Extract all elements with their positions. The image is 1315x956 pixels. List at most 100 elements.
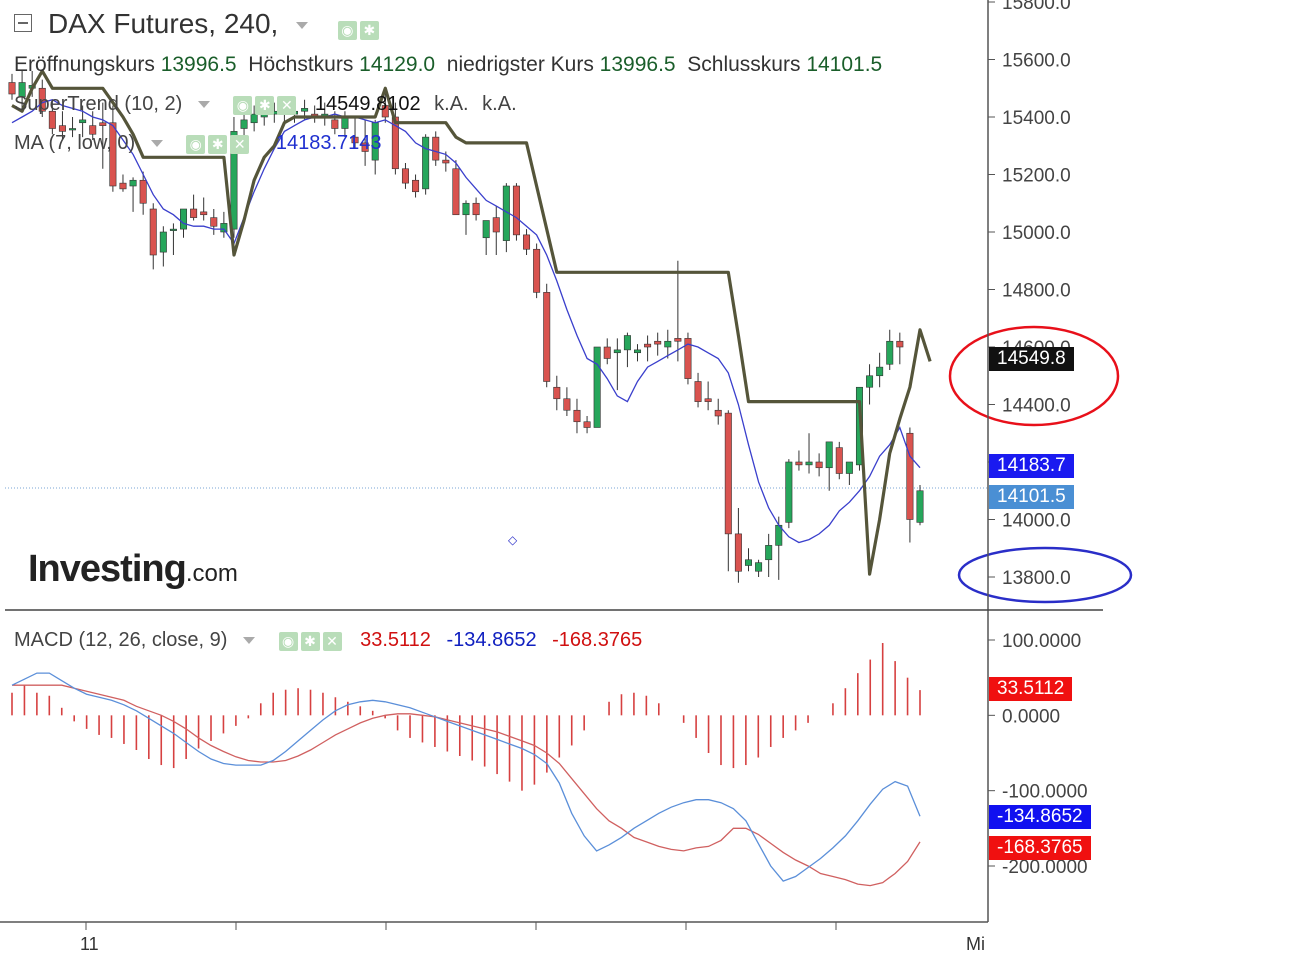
candle-body — [149, 208, 157, 256]
candle — [351, 117, 359, 149]
candle — [69, 117, 77, 138]
gear-icon[interactable]: ✱ — [300, 632, 320, 652]
logo-brand: Investing — [28, 548, 187, 590]
candle-body — [452, 168, 460, 216]
candle-body — [412, 179, 420, 193]
collapse-icon[interactable] — [14, 14, 32, 32]
candle-body — [230, 131, 238, 230]
candle-body — [341, 116, 349, 129]
close-icon[interactable]: ✕ — [230, 135, 250, 155]
candle — [200, 197, 208, 221]
ma-legend: MA (7, low, 0) ◉ ✱ ✕ 14183.7143 — [14, 132, 382, 155]
candle — [220, 211, 228, 238]
candle-body — [724, 412, 732, 535]
candle-body — [361, 142, 369, 152]
price-tick-label: 13800.0 — [1002, 568, 1071, 589]
candle-body — [684, 338, 692, 379]
candle-body — [169, 228, 177, 231]
symbol-title: DAX Futures, 240, — [48, 8, 279, 39]
candle — [805, 433, 813, 474]
ma-price-tag: 14183.7 — [989, 454, 1074, 478]
candle-body — [422, 136, 430, 190]
candle — [149, 203, 157, 270]
chevron-down-icon[interactable] — [150, 140, 163, 148]
chart-title: DAX Futures, 240, ◉ ✱ — [48, 8, 382, 42]
gear-icon[interactable]: ✱ — [208, 135, 228, 155]
candle — [886, 329, 894, 370]
candle — [896, 332, 904, 365]
price-tick-label: 14000.0 — [1002, 511, 1071, 532]
candle-body — [99, 122, 107, 126]
candle — [593, 346, 601, 428]
candle-body — [805, 461, 813, 466]
candle-body — [462, 202, 470, 216]
candle — [744, 548, 752, 572]
candle-body — [119, 182, 127, 190]
supertrend-label: SuperTrend (10, 2) — [14, 93, 183, 115]
candle-body — [401, 168, 409, 184]
candle-body — [755, 562, 763, 572]
investing-logo: Investing.com — [28, 548, 238, 591]
candle — [815, 453, 823, 477]
blue-highlight-circle — [957, 546, 1133, 604]
candle — [644, 335, 652, 362]
close-icon[interactable]: ✕ — [277, 96, 297, 116]
candle-body — [553, 386, 561, 400]
ma-label: MA (7, low, 0) — [14, 132, 136, 154]
chevron-down-icon[interactable] — [296, 22, 309, 30]
candle — [825, 441, 833, 491]
macd-label: MACD (12, 26, close, 9) — [14, 629, 228, 651]
chevron-down-icon[interactable] — [242, 637, 255, 645]
candle-body — [866, 375, 874, 388]
chevron-down-icon[interactable] — [197, 101, 210, 109]
eye-icon[interactable]: ◉ — [337, 20, 357, 40]
macd-signal-value: -168.3765 — [552, 629, 643, 651]
candle — [8, 73, 16, 100]
candle-body — [654, 340, 662, 345]
supertrend-value-2: k.A. — [434, 93, 469, 115]
candle — [48, 99, 56, 135]
candle-body — [714, 409, 722, 417]
candle-body — [492, 217, 500, 233]
candle — [58, 111, 66, 140]
candle-body — [603, 346, 611, 359]
candle-body — [523, 234, 531, 250]
eye-icon[interactable]: ◉ — [186, 135, 206, 155]
macd-legend: MACD (12, 26, close, 9) ◉ ✱ ✕ 33.5112 -134… — [14, 629, 642, 652]
candle — [432, 131, 440, 166]
candle-body — [8, 82, 16, 95]
candle — [129, 177, 137, 212]
candle-body — [916, 490, 924, 523]
eye-icon[interactable]: ◉ — [278, 632, 298, 652]
candle-body — [533, 248, 541, 293]
candle-body — [351, 136, 359, 144]
gear-icon[interactable]: ✱ — [359, 20, 379, 40]
eye-icon[interactable]: ◉ — [233, 96, 253, 116]
ma-line — [11, 98, 921, 544]
macd-pane — [11, 643, 921, 887]
supertrend-value: 14549.8102 — [314, 93, 421, 115]
macd-hist-value: 33.5112 — [360, 629, 431, 651]
candle-body — [129, 179, 137, 187]
red-highlight-circle — [948, 325, 1120, 427]
candle-body — [795, 461, 803, 466]
candle-body — [815, 461, 823, 469]
macd-tick-label: -100.0000 — [1002, 782, 1088, 803]
candle — [502, 183, 510, 253]
candle — [422, 134, 430, 195]
candle-body — [835, 447, 843, 474]
supertrend-price-tag: 14549.8 — [989, 347, 1074, 371]
gear-icon[interactable]: ✱ — [255, 96, 275, 116]
candle-body — [845, 461, 853, 474]
candle-body — [139, 179, 147, 204]
candle — [331, 111, 339, 135]
candle — [714, 398, 722, 425]
candle-body — [301, 108, 309, 112]
supertrend-legend: SuperTrend (10, 2) ◉ ✱ ✕ 14549.8102 k.A. k… — [14, 93, 517, 116]
price-tick-label: 15000.0 — [1002, 223, 1071, 244]
candle-body — [381, 105, 389, 118]
close-icon[interactable]: ✕ — [322, 632, 342, 652]
time-tick-label: 11 — [80, 934, 99, 954]
candle-body — [734, 533, 742, 572]
